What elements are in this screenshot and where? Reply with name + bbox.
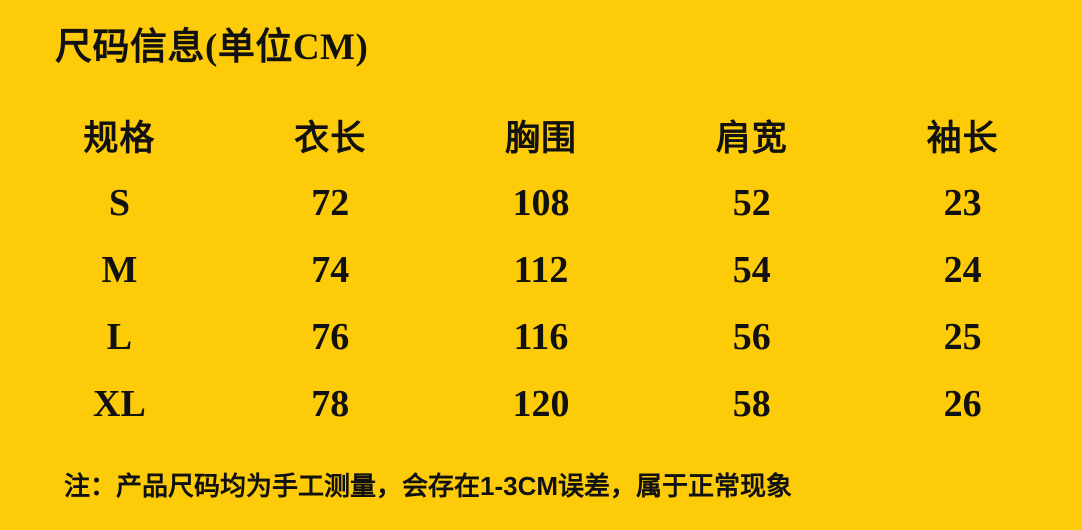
table-row-xl: XL 78 120 58 26 xyxy=(14,370,1068,437)
table-header-row: 规格 衣长 胸围 肩宽 袖长 xyxy=(14,102,1068,169)
size-label: S xyxy=(108,181,130,224)
shoulder-value: 54 xyxy=(732,248,771,291)
table-row-l: L 76 116 56 25 xyxy=(14,303,1068,370)
sleeve-value: 23 xyxy=(943,181,982,224)
table-row-s: S 72 108 52 23 xyxy=(14,169,1068,236)
column-header-length: 衣长 xyxy=(294,119,367,158)
size-label: XL xyxy=(93,382,146,425)
sleeve-value: 25 xyxy=(943,315,982,358)
size-table: 规格 衣长 胸围 肩宽 袖长 S 72 108 52 23 M 74 112 5… xyxy=(14,102,1068,437)
shoulder-value: 58 xyxy=(732,382,771,425)
sleeve-value: 24 xyxy=(943,248,982,291)
table-row-m: M 74 112 54 24 xyxy=(14,236,1068,303)
page-title: 尺码信息(单位CM) xyxy=(55,27,369,68)
column-header-spec: 规格 xyxy=(83,119,156,158)
column-header-sleeve: 袖长 xyxy=(926,119,999,158)
size-label: L xyxy=(106,315,133,358)
length-value: 78 xyxy=(311,382,350,425)
sleeve-value: 26 xyxy=(943,382,982,425)
size-label: M xyxy=(101,248,138,291)
chest-value: 112 xyxy=(513,248,569,291)
measurement-note: 注：产品尺码均为手工测量，会存在1-3CM误差，属于正常现象 xyxy=(64,471,793,501)
chest-value: 116 xyxy=(513,315,569,358)
column-header-shoulder: 肩宽 xyxy=(715,119,788,158)
shoulder-value: 56 xyxy=(732,315,771,358)
length-value: 74 xyxy=(311,248,350,291)
chest-value: 120 xyxy=(512,382,570,425)
chest-value: 108 xyxy=(512,181,570,224)
column-header-chest: 胸围 xyxy=(504,119,577,158)
shoulder-value: 52 xyxy=(732,181,771,224)
length-value: 72 xyxy=(311,181,350,224)
length-value: 76 xyxy=(311,315,350,358)
